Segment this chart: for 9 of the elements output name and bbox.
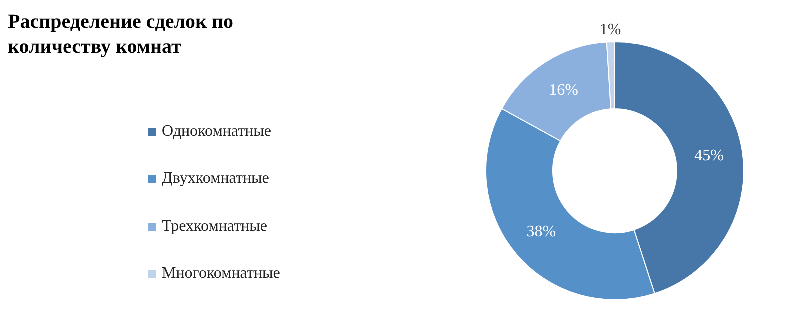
data-label: 1% [600, 22, 622, 39]
data-label: 45% [694, 148, 724, 165]
data-label: 16% [549, 82, 578, 99]
legend-label: Однокомнатные [162, 122, 272, 141]
data-label: 38% [526, 223, 556, 240]
chart-title: Распределение сделок по количеству комнат [8, 10, 235, 60]
legend-label: Двухкомнатные [162, 170, 270, 188]
legend-label: Многокомнатные [162, 265, 280, 284]
legend-label: Трехкомнатные [162, 218, 268, 236]
